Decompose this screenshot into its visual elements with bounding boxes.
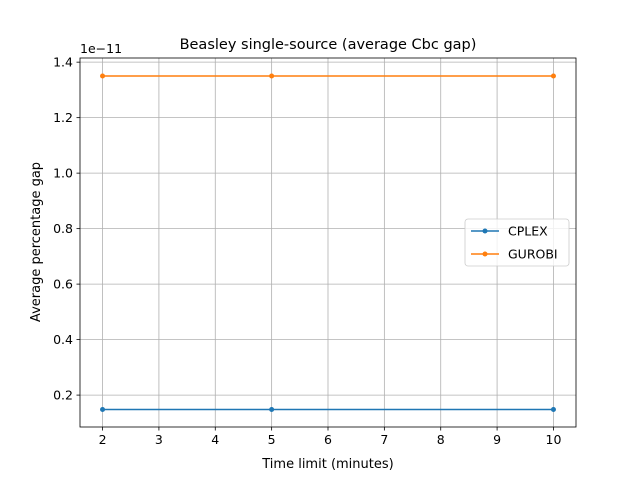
data-point-gurobi <box>550 73 556 79</box>
legend: CPLEX GUROBI <box>464 218 570 267</box>
x-tick-label: 6 <box>324 432 332 447</box>
x-axis-label: Time limit (minutes) <box>261 457 393 472</box>
legend-label-gurobi: GUROBI <box>508 247 558 262</box>
legend-label-cplex: CPLEX <box>508 224 548 239</box>
x-tick-label: 8 <box>437 432 445 447</box>
series-group <box>100 73 556 413</box>
data-point-cplex <box>100 407 106 413</box>
y-tick-label: 0.8 <box>53 221 73 236</box>
data-point-cplex <box>269 407 275 413</box>
y-axis-offset-label: 1e−11 <box>80 41 122 56</box>
x-tick-label: 10 <box>546 432 562 447</box>
x-tick-label: 5 <box>268 432 276 447</box>
x-tick-label: 4 <box>211 432 219 447</box>
x-axis-ticks: 2 3 4 5 6 7 8 9 10 <box>99 427 562 447</box>
x-tick-label: 9 <box>493 432 501 447</box>
x-tick-label: 2 <box>99 432 107 447</box>
x-tick-label: 7 <box>380 432 388 447</box>
legend-marker-gurobi <box>482 251 488 257</box>
y-tick-label: 1.0 <box>53 166 73 181</box>
y-tick-label: 0.2 <box>53 388 73 403</box>
y-axis-ticks: 0.2 0.4 0.6 0.8 1.0 1.2 1.4 <box>53 55 80 403</box>
y-axis-label: Average percentage gap <box>29 162 44 322</box>
y-tick-label: 1.2 <box>53 110 73 125</box>
y-tick-label: 0.6 <box>53 277 73 292</box>
data-point-gurobi <box>269 73 275 79</box>
x-tick-label: 3 <box>155 432 163 447</box>
legend-marker-cplex <box>482 228 488 234</box>
y-tick-label: 0.4 <box>53 332 73 347</box>
data-point-gurobi <box>100 73 106 79</box>
y-tick-label: 1.4 <box>53 55 73 70</box>
data-point-cplex <box>550 407 556 413</box>
grid <box>80 58 576 427</box>
chart-title: Beasley single-source (average Cbc gap) <box>180 37 477 53</box>
